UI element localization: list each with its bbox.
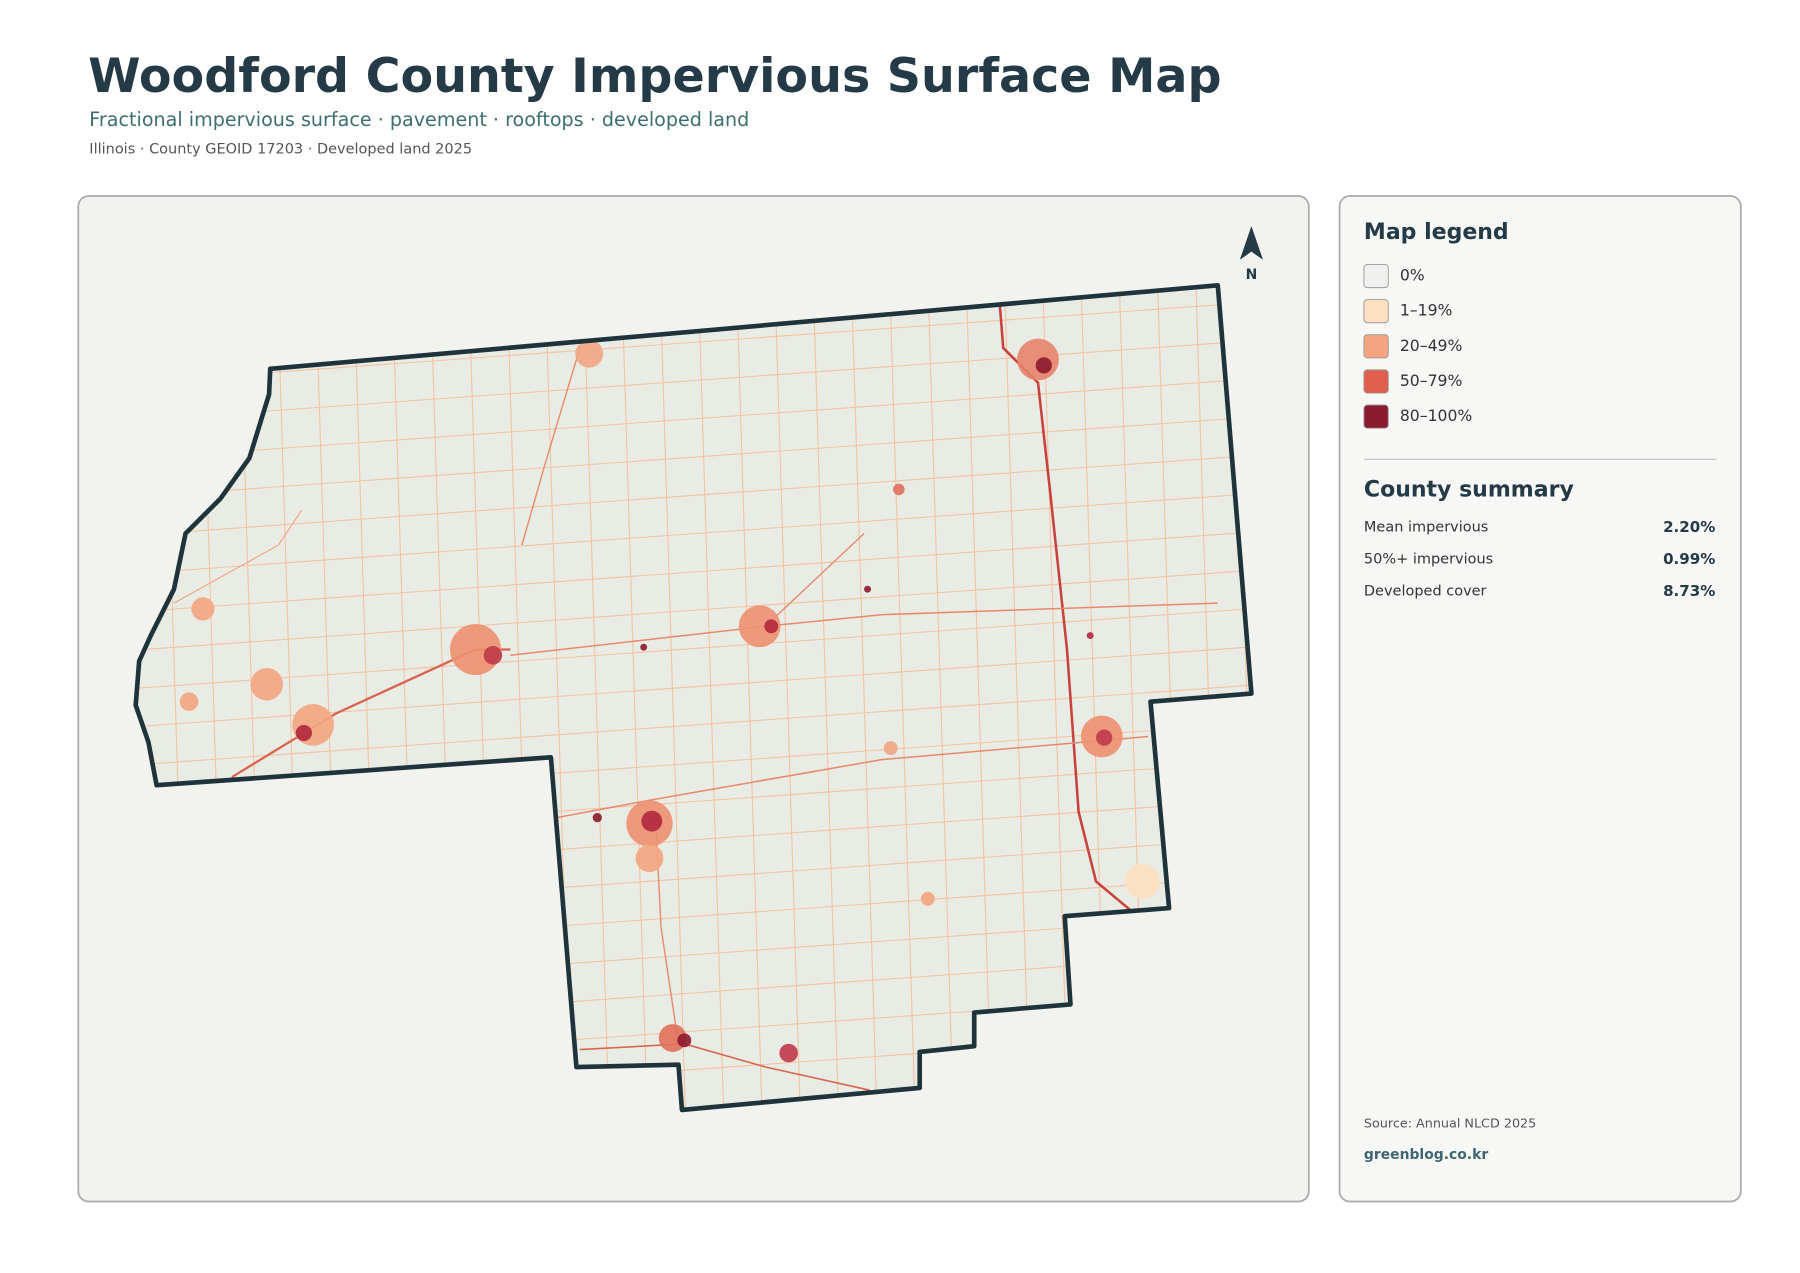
legend-label: 80–100% (1400, 406, 1472, 425)
road (135, 568, 1252, 652)
county-boundary (133, 282, 1254, 1113)
legend-swatch (1363, 404, 1389, 429)
developed-patch (1086, 632, 1094, 640)
developed-patch (864, 585, 872, 593)
road (1042, 285, 1069, 1110)
developed-patch (640, 643, 648, 651)
developed-patch (575, 339, 604, 368)
road (812, 285, 840, 1110)
summary: Mean impervious 2.20% 50%+ impervious 0.99%… (1364, 518, 1715, 600)
developed-patch (292, 704, 335, 746)
road (735, 285, 763, 1110)
major-road (173, 509, 303, 604)
meta: Illinois · County GEOID 17203 · Develope… (89, 142, 472, 158)
developed-patch (295, 724, 312, 742)
developed-patch (893, 483, 905, 496)
developed-patch (1017, 338, 1059, 381)
developed-patch (677, 1033, 692, 1048)
road (850, 285, 878, 1110)
summary-label: Mean impervious (1364, 520, 1488, 536)
major-road (998, 303, 1132, 912)
road (135, 492, 1252, 575)
developed-patch (179, 692, 199, 711)
title: Woodford County Impervious Surface Map (88, 49, 1221, 104)
major-road (556, 735, 1149, 819)
road (135, 415, 1252, 499)
legend-swatch (1363, 299, 1389, 324)
developed-patch (1035, 357, 1052, 374)
developed-patch (1096, 729, 1113, 746)
developed-patch (483, 646, 503, 665)
developed-patch (250, 668, 283, 701)
road (135, 301, 1252, 384)
road (135, 607, 1252, 690)
road (135, 454, 1252, 537)
legend: 0% 1–19% 20–49% 50–79% 80–100% (1363, 263, 1472, 429)
developed-patch (883, 741, 898, 756)
major-road (521, 347, 581, 546)
road (697, 285, 725, 1110)
north-label: N (1246, 267, 1258, 283)
summary-label: Developed cover (1364, 584, 1487, 600)
summary-title: County summary (1364, 478, 1574, 503)
north-arrow (1239, 226, 1264, 260)
developed-patch (779, 1043, 798, 1063)
road (965, 285, 993, 1110)
road (774, 285, 801, 1110)
legend-swatch (1363, 334, 1389, 359)
developed-patch (920, 891, 935, 906)
road (135, 530, 1252, 613)
road (659, 285, 686, 1110)
developed-patch (592, 813, 602, 823)
developed-patch (641, 810, 663, 832)
major-road (510, 602, 1218, 657)
developed-patch (635, 844, 664, 873)
road (135, 339, 1252, 422)
legend-swatch (1363, 369, 1389, 394)
legend-label: 1–19% (1400, 301, 1453, 320)
major-road (579, 1043, 871, 1092)
legend-label: 50–79% (1400, 371, 1463, 390)
summary-value: 2.20% (1663, 518, 1715, 536)
site: greenblog.co.kr (1364, 1147, 1488, 1163)
legend-panel (1338, 195, 1742, 1203)
developed-areas (179, 338, 1160, 1063)
source: Source: Annual NLCD 2025 (1364, 1116, 1536, 1131)
developed-patch (191, 597, 215, 621)
developed-patch (738, 605, 781, 648)
legend-title: Map legend (1364, 220, 1509, 245)
legend-swatch (1363, 263, 1389, 289)
legend-label: 20–49% (1400, 336, 1463, 355)
road (582, 285, 610, 1110)
road (135, 683, 1252, 766)
summary-label: 50%+ impervious (1364, 552, 1493, 568)
legend-label: 0% (1400, 266, 1425, 285)
road (1003, 285, 1031, 1110)
developed-patch (764, 619, 779, 634)
subtitle: Fractional impervious surface · pavement… (89, 108, 749, 131)
summary-value: 8.73% (1663, 582, 1715, 600)
developed-patch (1125, 864, 1160, 899)
summary-value: 0.99% (1663, 550, 1715, 568)
road (621, 285, 648, 1110)
road (889, 285, 916, 1110)
road (135, 377, 1252, 460)
major-road (764, 533, 865, 627)
